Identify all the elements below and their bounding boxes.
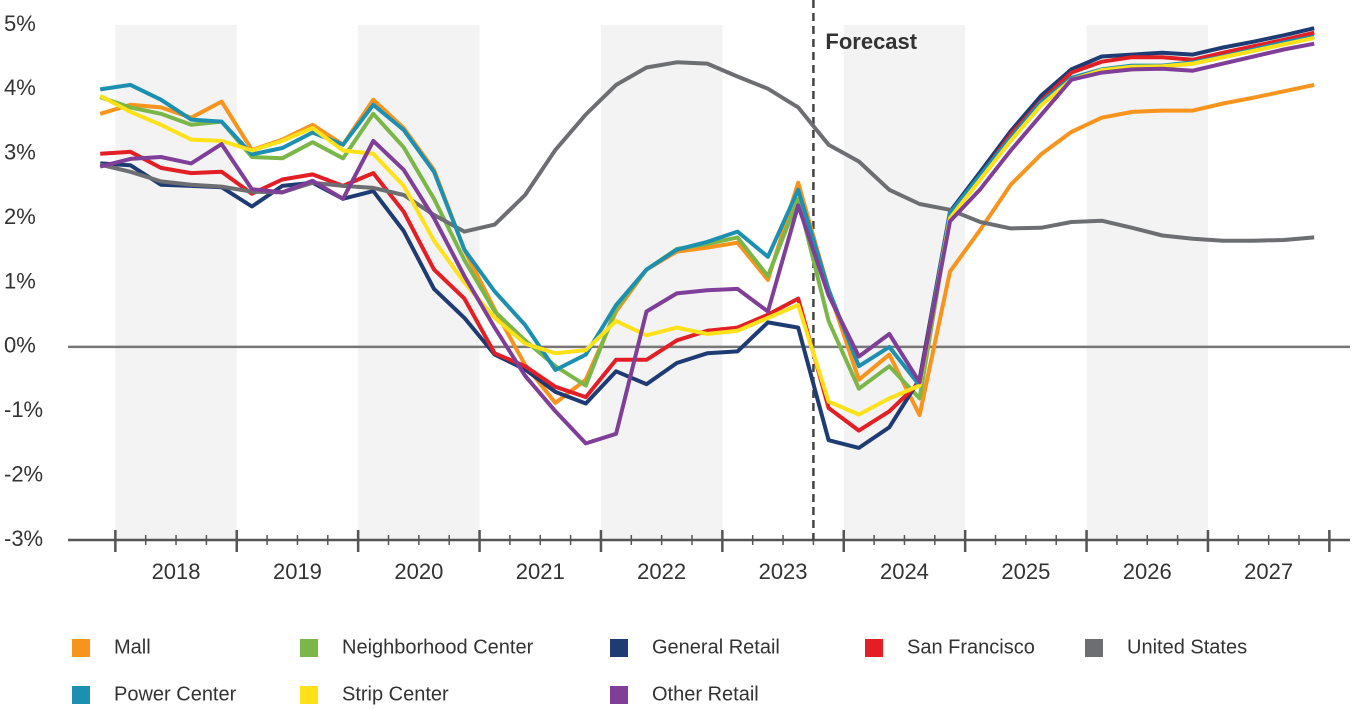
year-band <box>1086 25 1208 540</box>
legend-label: General Retail <box>652 636 780 658</box>
legend-swatch <box>1085 639 1103 657</box>
series-line <box>99 35 1315 417</box>
y-tick-label: -1% <box>4 397 43 422</box>
y-tick-label: 4% <box>4 75 36 100</box>
legend-label: United States <box>1127 636 1247 658</box>
legend-swatch <box>610 639 628 657</box>
legend-swatch <box>610 686 628 704</box>
x-tick-label: 2023 <box>759 559 808 584</box>
legend-swatch <box>865 639 883 657</box>
x-tick-label: 2019 <box>273 559 322 584</box>
x-tick-label: 2022 <box>637 559 686 584</box>
series-line <box>100 30 1315 433</box>
legend-label: Neighborhood Center <box>342 636 534 658</box>
legend-label: San Francisco <box>907 636 1035 658</box>
y-tick-label: 0% <box>4 333 36 358</box>
legend-swatch <box>72 686 90 704</box>
x-tick-label: 2021 <box>516 559 565 584</box>
legend-label: Other Retail <box>652 683 759 705</box>
y-tick-label: 1% <box>4 268 36 293</box>
x-tick-label: 2025 <box>1001 559 1050 584</box>
y-tick-label: -3% <box>4 526 43 551</box>
legend-label: Mall <box>114 636 151 658</box>
x-tick-label: 2027 <box>1244 559 1293 584</box>
year-band <box>600 25 723 540</box>
legend-label: Strip Center <box>342 683 449 705</box>
x-tick-label: 2020 <box>394 559 443 584</box>
series-line <box>99 82 1315 418</box>
year-band <box>843 25 966 540</box>
y-tick-label: 5% <box>4 11 36 36</box>
x-tick-label: 2024 <box>880 559 929 584</box>
x-tick-label: 2026 <box>1123 559 1172 584</box>
y-tick-label: -2% <box>4 461 43 486</box>
forecast-label: Forecast <box>825 29 917 54</box>
series-line <box>99 41 1315 446</box>
y-tick-label: 3% <box>4 140 36 165</box>
legend-swatch <box>72 639 90 657</box>
legend-swatch <box>300 639 318 657</box>
y-tick-label: 2% <box>4 204 36 229</box>
legend-label: Power Center <box>114 683 237 705</box>
x-tick-label: 2018 <box>152 559 201 584</box>
legend-swatch <box>300 686 318 704</box>
